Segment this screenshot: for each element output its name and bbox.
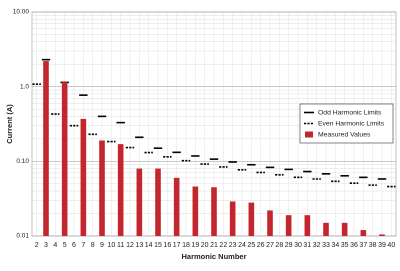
x-tick-label: 39 xyxy=(378,242,386,249)
bar xyxy=(285,215,292,236)
x-tick-label: 2 xyxy=(35,242,39,249)
bar xyxy=(155,168,161,236)
x-tick-label: 22 xyxy=(219,242,227,249)
x-tick-label: 12 xyxy=(126,242,134,249)
bar xyxy=(117,144,124,236)
bar xyxy=(211,187,217,236)
x-tick-label: 27 xyxy=(266,242,274,249)
bar xyxy=(229,201,236,236)
x-tick-label: 8 xyxy=(91,242,95,249)
x-tick-label: 37 xyxy=(359,242,367,249)
x-tick-label: 19 xyxy=(191,242,199,249)
x-tick-label: 25 xyxy=(247,242,255,249)
bar xyxy=(267,210,273,236)
x-tick-label: 26 xyxy=(257,242,265,249)
bar xyxy=(61,82,68,237)
y-tick-label: 1.0 xyxy=(20,83,29,90)
x-tick-label: 33 xyxy=(322,242,330,249)
x-tick-label: 38 xyxy=(369,242,377,249)
x-tick-label: 9 xyxy=(100,242,104,249)
x-tick-label: 15 xyxy=(154,242,162,249)
bar xyxy=(80,118,87,236)
bar xyxy=(43,61,49,236)
x-tick-label: 16 xyxy=(163,242,171,249)
legend-label: Even Harmonic Limits xyxy=(318,120,385,127)
bar xyxy=(173,177,180,236)
x-axis-label: Harmonic Number xyxy=(181,252,246,261)
bar xyxy=(248,202,255,236)
x-tick-label: 17 xyxy=(173,242,181,249)
x-tick-label: 7 xyxy=(81,242,85,249)
bar xyxy=(99,140,105,236)
bar xyxy=(192,186,199,236)
x-tick-label: 29 xyxy=(285,242,293,249)
legend-label: Measured Values xyxy=(318,131,371,138)
x-tick-label: 20 xyxy=(201,242,209,249)
x-tick-label: 31 xyxy=(303,242,311,249)
x-tick-label: 6 xyxy=(72,242,76,249)
y-tick-label: 0.10 xyxy=(16,158,29,165)
x-tick-label: 10 xyxy=(107,242,115,249)
x-tick-label: 30 xyxy=(294,242,302,249)
x-tick-label: 40 xyxy=(387,242,395,249)
bar xyxy=(304,215,311,236)
x-tick-label: 11 xyxy=(117,242,124,249)
bar xyxy=(360,230,367,236)
x-tick-label: 24 xyxy=(238,242,246,249)
x-tick-label: 34 xyxy=(331,242,339,249)
legend-label: Odd Harmonic Limits xyxy=(318,109,382,116)
y-tick-label: 10.00 xyxy=(13,9,30,16)
x-tick-label: 36 xyxy=(350,242,358,249)
legend-swatch xyxy=(305,131,313,138)
x-tick-label: 3 xyxy=(44,242,48,249)
y-axis-label: Current (A) xyxy=(5,104,14,144)
x-tick-label: 14 xyxy=(145,242,153,249)
x-tick-label: 32 xyxy=(313,242,321,249)
y-tick-label: 0.01 xyxy=(16,233,29,240)
bar xyxy=(323,222,329,236)
x-tick-label: 23 xyxy=(229,242,237,249)
x-tick-label: 35 xyxy=(341,242,349,249)
legend-box xyxy=(299,103,394,144)
x-tick-label: 4 xyxy=(53,242,57,249)
bar xyxy=(341,222,348,236)
bar xyxy=(136,168,143,236)
x-tick-label: 5 xyxy=(63,242,67,249)
x-tick-label: 18 xyxy=(182,242,190,249)
x-tick-label: 21 xyxy=(210,242,218,249)
bar xyxy=(379,234,385,236)
x-tick-label: 13 xyxy=(135,242,143,249)
x-tick-label: 28 xyxy=(275,242,283,249)
